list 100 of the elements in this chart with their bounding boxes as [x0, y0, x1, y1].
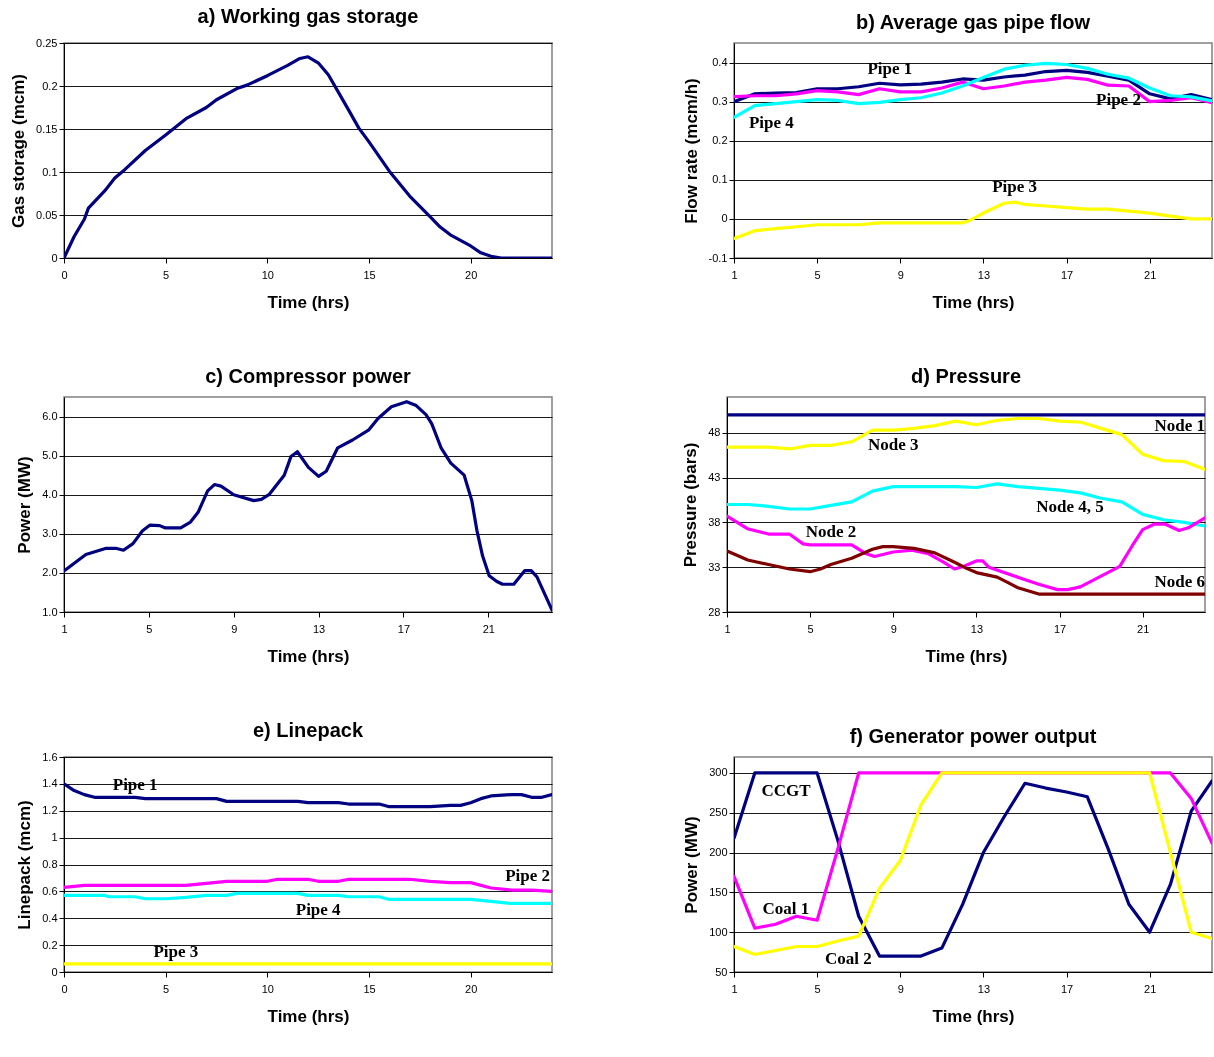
y-tick-label: 50	[715, 965, 728, 978]
y-tick-label: 0	[721, 212, 728, 225]
x-axis-title: Time (hrs)	[267, 1006, 350, 1026]
x-tick-label: 21	[1137, 622, 1150, 635]
y-tick-label: 0.4	[42, 911, 58, 924]
x-tick-label: 5	[146, 622, 153, 635]
y-tick-label: 0.2	[42, 79, 58, 92]
y-tick-label: 33	[708, 560, 721, 573]
y-tick-label: 1.0	[42, 605, 58, 618]
series-label: Node 2	[805, 521, 857, 541]
x-tick-label: 21	[482, 622, 495, 635]
x-tick-label: 10	[261, 982, 274, 995]
x-tick-label: 10	[261, 268, 274, 281]
x-tick-label: 5	[807, 622, 814, 635]
x-tick-label: 13	[970, 622, 984, 635]
chart-title: b) Average gas pipe flow	[855, 11, 1091, 33]
series-label: Node 3	[868, 435, 919, 455]
y-axis-title: Power (MW)	[682, 816, 702, 914]
chart-title: a) Working gas storage	[197, 5, 419, 27]
y-tick-label: 0.15	[36, 122, 58, 135]
series-label: Pipe 1	[867, 59, 913, 79]
x-axis-title: Time (hrs)	[932, 1006, 1015, 1026]
y-tick-label: 0.1	[712, 173, 728, 186]
x-tick-label: 17	[1053, 622, 1067, 635]
series-label: Pipe 4	[295, 900, 342, 920]
y-tick-label: 1	[51, 831, 58, 844]
y-axis-title: Pressure (bars)	[681, 442, 701, 568]
y-tick-label: 0	[51, 251, 58, 264]
y-tick-label: 150	[709, 885, 728, 898]
y-tick-label: 0.2	[42, 938, 58, 951]
y-axis-title: Linepack (mcm)	[15, 800, 35, 930]
chart-title: f) Generator power output	[849, 725, 1097, 747]
x-tick-label: 1	[61, 622, 68, 635]
series-label: Pipe 3	[992, 177, 1037, 197]
x-tick-label: 0	[61, 982, 68, 995]
chart-title: e) Linepack	[252, 719, 364, 741]
chart-title: c) Compressor power	[205, 365, 412, 387]
y-tick-label: 100	[709, 925, 728, 938]
y-tick-label: 1.6	[42, 750, 58, 763]
y-tick-label: 0.6	[42, 884, 58, 897]
y-axis-title: Flow rate (mcm/h)	[681, 78, 701, 224]
x-tick-label: 9	[897, 268, 904, 281]
series-label: Node 1	[1154, 415, 1205, 435]
x-tick-label: 17	[1060, 268, 1074, 281]
y-tick-label: 0.1	[42, 165, 58, 178]
x-axis-title: Time (hrs)	[932, 292, 1015, 312]
y-tick-label: 43	[708, 471, 721, 484]
x-tick-label: 20	[465, 982, 478, 995]
y-tick-label: 0.2	[712, 134, 728, 147]
x-tick-label: 17	[1060, 982, 1074, 995]
series-label: Coal 1	[762, 899, 810, 919]
y-tick-label: 6.0	[42, 410, 58, 423]
x-tick-label: 1	[731, 982, 738, 995]
x-tick-label: 9	[231, 622, 238, 635]
x-axis-title: Time (hrs)	[267, 646, 350, 666]
y-tick-label: 250	[709, 806, 728, 819]
x-tick-label: 5	[814, 268, 821, 281]
x-tick-label: 21	[1144, 268, 1157, 281]
y-tick-label: 0.8	[42, 858, 58, 870]
x-axis-title: Time (hrs)	[267, 292, 350, 312]
x-tick-label: 5	[163, 982, 170, 995]
series-label: Pipe 4	[748, 112, 795, 132]
y-axis-title: Power (MW)	[15, 456, 35, 554]
y-tick-label: 0	[51, 965, 58, 978]
y-tick-label: 3.0	[42, 527, 58, 540]
x-tick-label: 5	[814, 982, 821, 995]
y-tick-label: 0.05	[36, 208, 58, 221]
y-tick-label: 0.3	[712, 95, 728, 108]
y-tick-label: 2.0	[42, 566, 58, 579]
y-tick-label: 4.0	[42, 488, 58, 501]
series-label: Pipe 3	[153, 941, 199, 961]
x-tick-label: 13	[977, 268, 991, 281]
y-tick-label: 200	[709, 846, 728, 859]
x-tick-label: 20	[465, 268, 478, 281]
series-label: Node 6	[1154, 572, 1205, 592]
x-tick-label: 17	[397, 622, 411, 635]
y-tick-label: 5.0	[42, 449, 58, 462]
y-tick-label: 1.2	[42, 804, 58, 817]
series-label: CCGT	[761, 780, 812, 800]
x-tick-label: 13	[312, 622, 326, 635]
series-label: Pipe 2	[505, 866, 551, 886]
x-tick-label: 0	[61, 268, 68, 281]
x-tick-label: 9	[897, 982, 904, 995]
x-tick-label: 9	[890, 622, 897, 635]
x-tick-label: 1	[731, 268, 738, 281]
y-tick-label: 0.25	[36, 36, 58, 49]
x-tick-label: 13	[977, 982, 991, 995]
y-tick-label: 48	[708, 426, 721, 439]
chart-title: d) Pressure	[910, 365, 1022, 387]
x-tick-label: 15	[363, 268, 376, 281]
y-tick-label: 300	[709, 766, 728, 779]
y-tick-label: 28	[708, 605, 721, 618]
series-label: Coal 2	[824, 948, 872, 968]
series-label: Node 4, 5	[1036, 497, 1104, 517]
x-tick-label: 21	[1144, 982, 1157, 995]
y-tick-label: -0.1	[708, 251, 728, 264]
x-tick-label: 5	[163, 268, 170, 281]
y-tick-label: 1.4	[42, 777, 58, 790]
y-tick-label: 0.4	[712, 56, 728, 69]
x-axis-title: Time (hrs)	[925, 646, 1008, 666]
